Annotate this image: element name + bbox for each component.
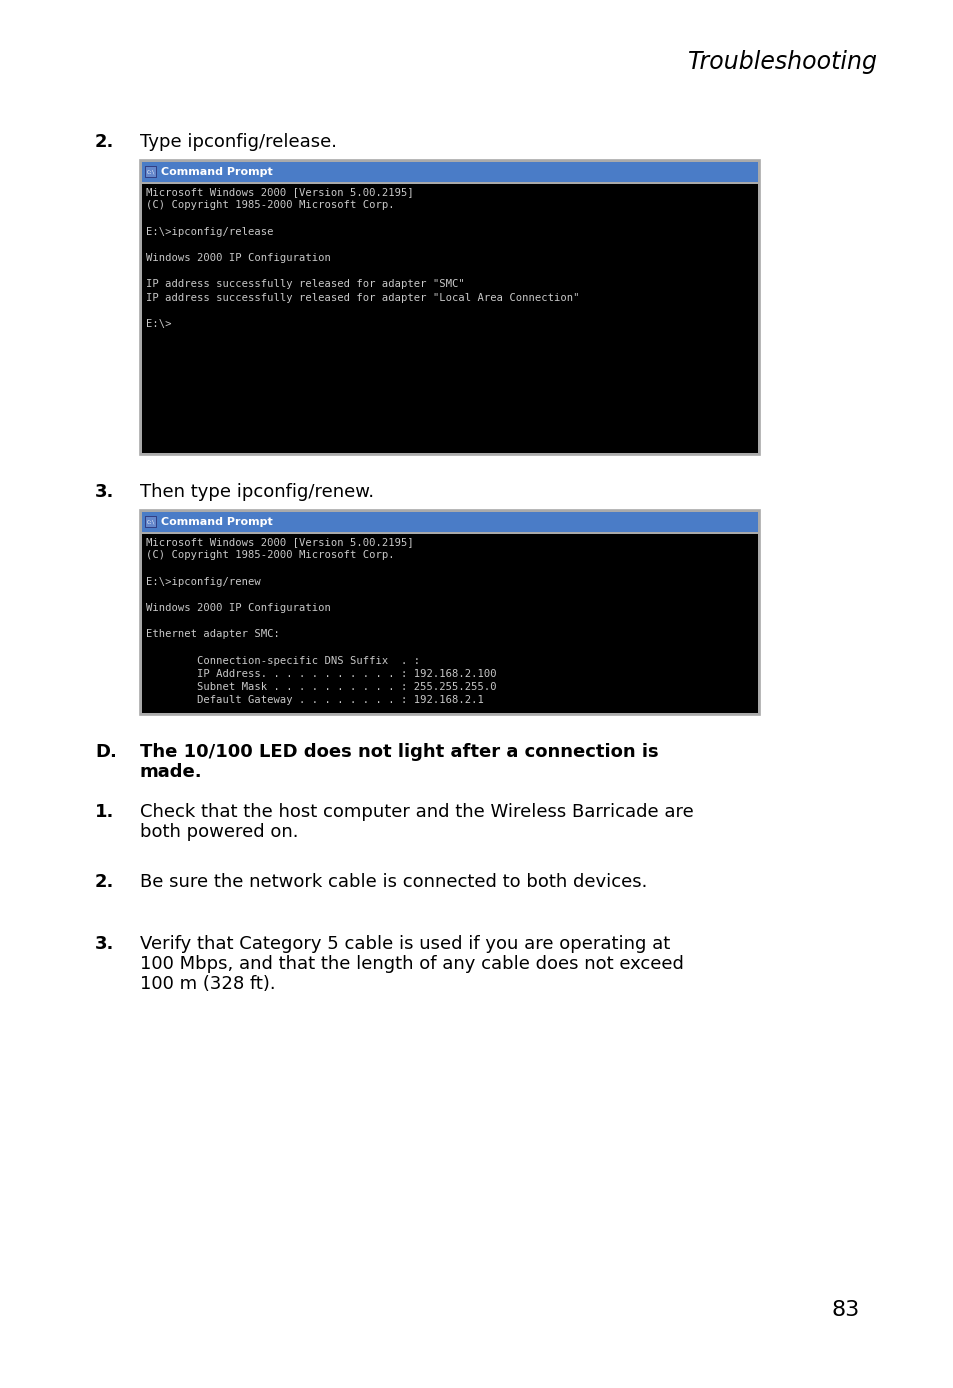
Text: made.: made. bbox=[140, 763, 202, 781]
Text: Then type ipconfig/renew.: Then type ipconfig/renew. bbox=[140, 483, 374, 501]
Text: Windows 2000 IP Configuration: Windows 2000 IP Configuration bbox=[146, 602, 331, 613]
Text: 3.: 3. bbox=[95, 936, 114, 954]
Text: D.: D. bbox=[95, 743, 117, 761]
Text: (C) Copyright 1985-2000 Microsoft Corp.: (C) Copyright 1985-2000 Microsoft Corp. bbox=[146, 550, 395, 561]
Text: (C) Copyright 1985-2000 Microsoft Corp.: (C) Copyright 1985-2000 Microsoft Corp. bbox=[146, 200, 395, 210]
Text: E:\>ipconfig/renew: E:\>ipconfig/renew bbox=[146, 576, 260, 587]
Text: Ethernet adapter SMC:: Ethernet adapter SMC: bbox=[146, 629, 279, 640]
FancyBboxPatch shape bbox=[142, 185, 758, 452]
Text: C:\: C:\ bbox=[146, 519, 154, 525]
Text: Microsoft Windows 2000 [Version 5.00.2195]: Microsoft Windows 2000 [Version 5.00.219… bbox=[146, 537, 414, 547]
FancyBboxPatch shape bbox=[145, 167, 156, 178]
Text: Troubleshooting: Troubleshooting bbox=[687, 50, 877, 74]
Text: 3.: 3. bbox=[95, 483, 114, 501]
Text: both powered on.: both powered on. bbox=[140, 823, 298, 841]
FancyBboxPatch shape bbox=[145, 516, 156, 527]
Text: Subnet Mask . . . . . . . . . . : 255.255.255.0: Subnet Mask . . . . . . . . . . : 255.25… bbox=[146, 682, 497, 693]
FancyBboxPatch shape bbox=[142, 512, 758, 532]
FancyBboxPatch shape bbox=[142, 534, 758, 713]
Text: Default Gateway . . . . . . . . : 192.168.2.1: Default Gateway . . . . . . . . : 192.16… bbox=[146, 695, 483, 705]
Text: Be sure the network cable is connected to both devices.: Be sure the network cable is connected t… bbox=[140, 873, 647, 891]
Text: Windows 2000 IP Configuration: Windows 2000 IP Configuration bbox=[146, 253, 331, 262]
FancyBboxPatch shape bbox=[140, 509, 760, 715]
Text: C:\: C:\ bbox=[146, 169, 154, 174]
Text: 83: 83 bbox=[831, 1301, 859, 1320]
FancyBboxPatch shape bbox=[140, 160, 760, 455]
Text: E:\>ipconfig/release: E:\>ipconfig/release bbox=[146, 226, 274, 236]
Text: IP Address. . . . . . . . . . . : 192.168.2.100: IP Address. . . . . . . . . . . : 192.16… bbox=[146, 669, 497, 679]
Text: Microsoft Windows 2000 [Version 5.00.2195]: Microsoft Windows 2000 [Version 5.00.219… bbox=[146, 187, 414, 197]
Text: Type ipconfig/release.: Type ipconfig/release. bbox=[140, 133, 336, 151]
Text: 100 m (328 ft).: 100 m (328 ft). bbox=[140, 974, 275, 992]
Text: IP address successfully released for adapter "SMC": IP address successfully released for ada… bbox=[146, 279, 464, 290]
Text: 2.: 2. bbox=[95, 873, 114, 891]
Text: 100 Mbps, and that the length of any cable does not exceed: 100 Mbps, and that the length of any cab… bbox=[140, 955, 683, 973]
Text: Command Prompt: Command Prompt bbox=[161, 167, 273, 178]
Text: Verify that Category 5 cable is used if you are operating at: Verify that Category 5 cable is used if … bbox=[140, 936, 670, 954]
FancyBboxPatch shape bbox=[142, 162, 758, 182]
Text: Connection-specific DNS Suffix  . :: Connection-specific DNS Suffix . : bbox=[146, 655, 419, 666]
Text: 1.: 1. bbox=[95, 804, 114, 820]
Text: Check that the host computer and the Wireless Barricade are: Check that the host computer and the Wir… bbox=[140, 804, 693, 820]
Text: E:\>: E:\> bbox=[146, 319, 172, 329]
Text: The 10/100 LED does not light after a connection is: The 10/100 LED does not light after a co… bbox=[140, 743, 658, 761]
Text: Command Prompt: Command Prompt bbox=[161, 516, 273, 527]
Text: IP address successfully released for adapter "Local Area Connection": IP address successfully released for ada… bbox=[146, 293, 578, 303]
Text: 2.: 2. bbox=[95, 133, 114, 151]
